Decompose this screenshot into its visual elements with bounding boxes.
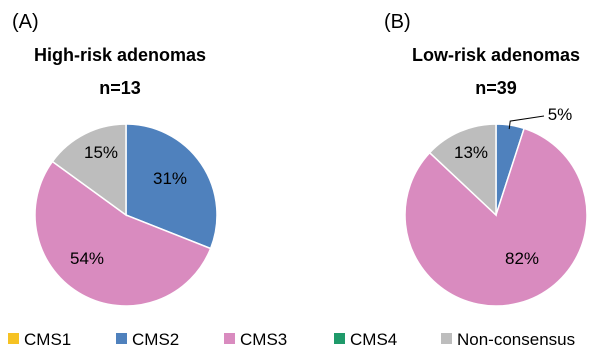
panel-a-letter: (A) — [12, 11, 39, 33]
legend-swatch-non-consensus — [441, 333, 452, 344]
pie-slice-non-consensus — [428, 123, 497, 217]
legend-label-cms2: CMS2 — [132, 330, 179, 349]
panel-a-subtitle: n=13 — [99, 78, 141, 98]
legend-label-non-consensus: Non-consensus — [457, 330, 575, 349]
legend-label-cms1: CMS1 — [24, 330, 71, 349]
legend-swatch-cms4 — [334, 333, 345, 344]
legend-swatch-cms3 — [224, 333, 235, 344]
pie-slice-non-consensus — [51, 123, 127, 217]
legend-swatch-cms1 — [8, 333, 19, 344]
panel-a-title: High-risk adenomas — [34, 45, 206, 65]
pie-slice-cms3 — [34, 160, 212, 307]
slice-label-cms2: 31% — [153, 169, 187, 188]
panel-b: (B) Low-risk adenomas n=39 5% 82% 13% — [384, 11, 588, 307]
legend-label-cms4: CMS4 — [350, 330, 397, 349]
legend-label-cms3: CMS3 — [240, 330, 287, 349]
slice-label-non-consensus: 15% — [84, 143, 118, 162]
slice-label-non-consensus: 13% — [454, 143, 488, 162]
slice-label-cms2: 5% — [548, 105, 573, 124]
legend: CMS1 CMS2 CMS3 CMS4 Non-consensus — [8, 330, 575, 349]
panel-b-title: Low-risk adenomas — [412, 45, 580, 65]
slice-label-cms3: 54% — [70, 249, 104, 268]
pie-high-risk: 31% 54% 15% — [34, 123, 218, 307]
leader-line — [508, 115, 545, 130]
pie-low-risk: 5% 82% 13% — [404, 105, 588, 307]
legend-swatch-cms2 — [116, 333, 127, 344]
slice-label-cms3: 82% — [505, 249, 539, 268]
pie-slice-cms2 — [125, 123, 218, 250]
panel-b-subtitle: n=39 — [475, 78, 517, 98]
panel-a: (A) High-risk adenomas n=13 31% 54% 15% — [12, 11, 218, 307]
panel-b-letter: (B) — [384, 11, 411, 33]
